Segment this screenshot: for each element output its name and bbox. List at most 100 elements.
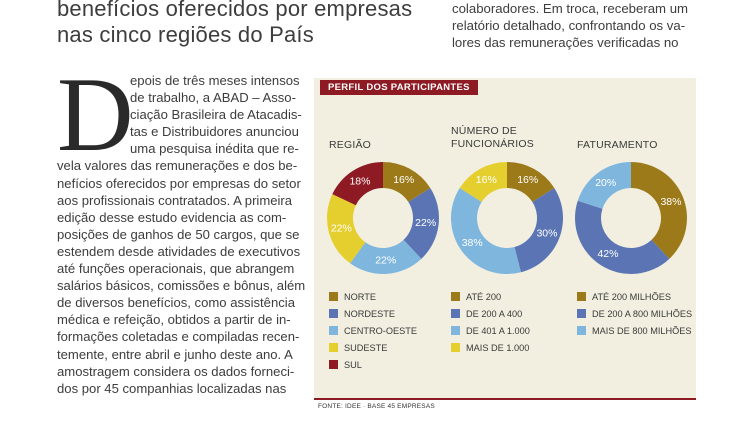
headline-line: benefícios oferecidos por empresas: [57, 0, 413, 21]
text-line: dos por 45 companhias localizadas nas: [57, 380, 287, 396]
legend-item: CENTRO-OESTE: [329, 322, 417, 339]
legend-item: NORTE: [329, 288, 417, 305]
legend-label: NORTE: [344, 291, 376, 302]
legend-label: ATÉ 200: [466, 291, 502, 302]
participants-profile-panel: PERFIL DOS PARTICIPANTES REGIÃO NÚMERO D…: [314, 78, 696, 398]
text-line: amostragem considera os dados forneci-: [57, 363, 295, 379]
slice-percent-label: 20%: [595, 177, 616, 189]
panel-header: PERFIL DOS PARTICIPANTES: [320, 80, 478, 95]
legend-swatch: [329, 326, 338, 335]
chart-title-line: FUNCIONÁRIOS: [451, 138, 534, 150]
legend-swatch: [329, 309, 338, 318]
legend-swatch: [577, 326, 586, 335]
text-line: epois de três meses intensos: [130, 73, 300, 88]
legend-item: SUDESTE: [329, 339, 417, 356]
donut-slice: [459, 162, 507, 202]
legend-swatch: [329, 360, 338, 369]
legend-label: MAIS DE 800 MILHÕES: [592, 325, 692, 336]
legend-item: SUL: [329, 356, 417, 373]
legend-label: ATÉ 200 MILHÕES: [592, 291, 671, 302]
donut-slice: [350, 239, 422, 274]
chart-title-line: NÚMERO DE: [451, 125, 517, 137]
source-note: FONTE: IDEE · BASE 45 EMPRESAS: [318, 403, 435, 410]
text-line: de trabalho, a ABAD – Asso-: [130, 90, 296, 106]
slice-percent-label: 38%: [462, 237, 483, 249]
legend-regiao: NORTE NORDESTE CENTRO-OESTE SUDESTE SUL: [329, 288, 417, 373]
slice-percent-label: 16%: [476, 174, 497, 186]
headline: benefícios oferecidos por empresas nas c…: [57, 0, 427, 48]
legend-swatch: [577, 292, 586, 301]
legend-label: SUL: [344, 359, 362, 370]
legend-label: CENTRO-OESTE: [344, 325, 417, 336]
slice-percent-label: 22%: [375, 255, 396, 267]
text-line: colaboradores. Em troca, receberam um: [452, 1, 689, 16]
legend-label: DE 401 A 1.000: [466, 325, 530, 336]
legend-swatch: [451, 292, 460, 301]
text-line: edição desse estudo evidencia as com-: [57, 209, 287, 225]
slice-percent-label: 38%: [660, 196, 681, 208]
text-line: relatório detalhado, confrontando os va-: [452, 18, 686, 33]
legend-label: DE 200 A 800 MILHÕES: [592, 308, 693, 319]
legend-funcionarios: ATÉ 200 DE 200 A 400 DE 401 A 1.000 MAIS…: [451, 288, 530, 356]
drop-cap: D: [57, 56, 134, 173]
donut-slice: [451, 187, 521, 274]
text-line: vela valores das remunerações e dos be-: [57, 158, 298, 174]
text-line: formações coletadas e compiladas recen-: [57, 329, 300, 345]
slice-percent-label: 18%: [349, 175, 370, 187]
text-line: tas e Distribuidores anunciou: [130, 124, 299, 140]
text-line: aos profissionais contratados. A primeir…: [57, 192, 293, 208]
text-line: de diversos benefícios, como assistência: [57, 295, 295, 311]
donut-slice: [507, 162, 555, 202]
legend-item: DE 200 A 400: [451, 305, 530, 322]
legend-item: ATÉ 200 MILHÕES: [577, 288, 692, 305]
donut-chart-regiao: 16% 22% 22% 22% 18%: [327, 162, 439, 274]
chart-title-funcionarios: NÚMERO DE FUNCIONÁRIOS: [451, 125, 534, 151]
text-line: posições de ganhos de 50 cargos, que se: [57, 226, 300, 242]
legend-label: DE 200 A 400: [466, 308, 523, 319]
slice-percent-label: 22%: [415, 217, 436, 229]
legend-label: SUDESTE: [344, 342, 388, 353]
legend-label: NORDESTE: [344, 308, 396, 319]
legend-item: MAIS DE 800 MILHÕES: [577, 322, 692, 339]
chart-title-regiao: REGIÃO: [329, 139, 372, 151]
slice-percent-label: 42%: [597, 248, 618, 260]
article-body: epois de três meses intensos de trabalho…: [57, 72, 305, 397]
slice-percent-label: 16%: [517, 174, 538, 186]
legend-item: ATÉ 200: [451, 288, 530, 305]
legend-item: MAIS DE 1.000: [451, 339, 530, 356]
legend-swatch: [577, 309, 586, 318]
legend-item: DE 401 A 1.000: [451, 322, 530, 339]
legend-item: DE 200 A 800 MILHÕES: [577, 305, 692, 322]
donut-slice: [403, 187, 439, 259]
donut-slice: [577, 162, 631, 209]
legend-swatch: [451, 343, 460, 352]
legend-swatch: [451, 326, 460, 335]
donut-slice: [332, 162, 383, 206]
text-line: estendem desde atividades de executivos: [57, 243, 301, 259]
donut-slice: [575, 200, 670, 274]
intro-right-column: colaboradores. Em troca, receberam um re…: [452, 0, 698, 51]
text-line: até funções operacionais, que abrangem: [57, 261, 295, 277]
panel-bottom-rule: [314, 398, 696, 400]
legend-faturamento: ATÉ 200 MILHÕES DE 200 A 800 MILHÕES MAI…: [577, 288, 692, 339]
legend-swatch: [329, 292, 338, 301]
donut-slice: [383, 162, 431, 202]
donut-slice: [514, 187, 563, 273]
slice-percent-label: 30%: [536, 228, 557, 240]
legend-label: MAIS DE 1.000: [466, 342, 530, 353]
donut-chart-faturamento: 38% 42% 20%: [575, 162, 687, 274]
text-line: temente, entre abril e junho deste ano. …: [57, 346, 293, 362]
text-line: nefícios oferecidos por empresas do seto…: [57, 175, 301, 191]
legend-swatch: [451, 309, 460, 318]
headline-line: nas cinco regiões do País: [57, 22, 314, 47]
donut-chart-funcionarios: 16% 30% 38% 16%: [451, 162, 563, 274]
legend-item: NORDESTE: [329, 305, 417, 322]
donut-slice: [631, 162, 687, 259]
chart-title-faturamento: FATURAMENTO: [577, 139, 658, 151]
text-line: lores das remunerações verificadas no: [452, 35, 679, 50]
text-line: uma pesquisa inédita que re-: [130, 141, 299, 157]
text-line: ciação Brasileira de Atacadis-: [130, 107, 302, 123]
slice-percent-label: 22%: [331, 222, 352, 234]
donut-slice: [327, 194, 366, 264]
legend-swatch: [329, 343, 338, 352]
